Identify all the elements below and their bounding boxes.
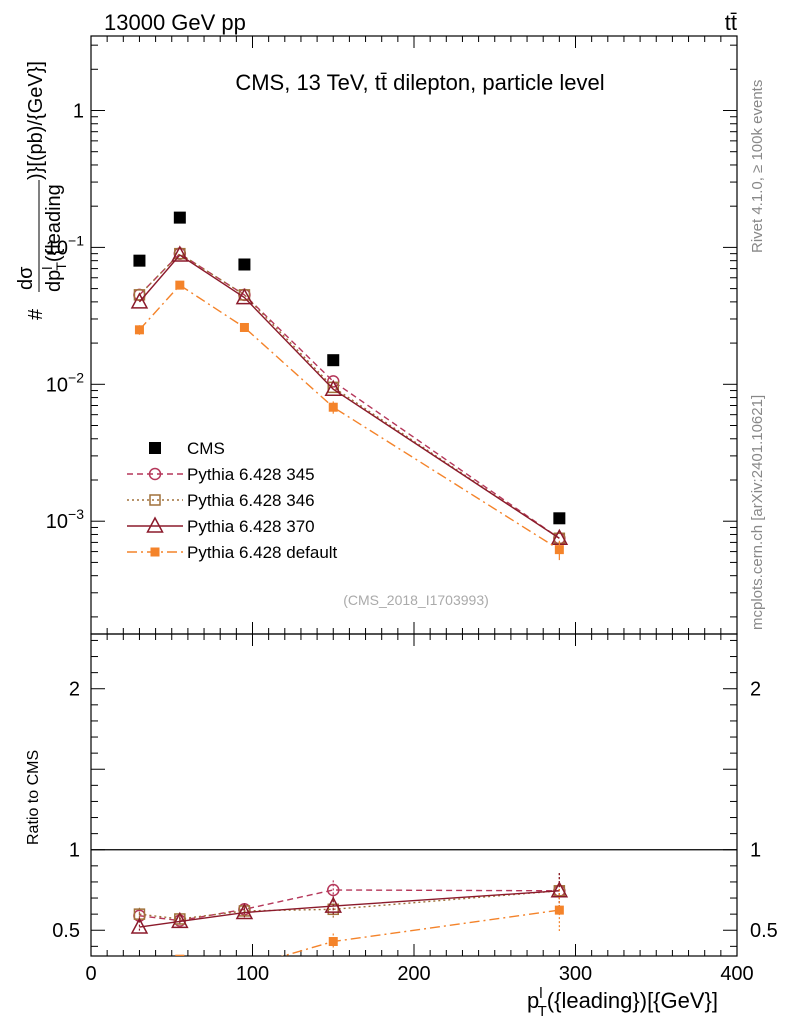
x-tick-label: 400	[720, 963, 753, 985]
series-line	[138, 252, 560, 539]
x-axis-title: pl T({leading})[{GeV}]	[527, 985, 718, 1020]
data-point	[324, 379, 343, 397]
mcplots-source-label: mcplots.cern.ch [arXiv:2401.10621]	[749, 395, 766, 630]
main-y-tick-label: 1	[73, 100, 84, 122]
legend-marker	[148, 467, 162, 481]
svg-text:plT({leading})[{GeV}]: pl T({leading})[{GeV}]	[527, 985, 718, 1020]
main-plot-title: CMS, 13 TeV, tt̄ dilepton, particle leve…	[235, 70, 604, 95]
x-tick-label: 300	[559, 963, 592, 985]
ratio-y-axis-title: Ratio to CMS	[25, 750, 42, 845]
header-process-label: 13000 GeV pp	[104, 10, 246, 35]
ratio-line	[139, 889, 560, 922]
legend-marker	[149, 494, 161, 506]
x-tick-label: 100	[236, 963, 269, 985]
data-point	[171, 245, 189, 262]
legend-entry-pythia-6-428-346: Pythia 6.428 346	[127, 491, 315, 510]
axis-ticks: 0 100 200 300 400 10−3 10−2 10−1 1 0.5 0.5 1 1 2 2	[46, 36, 778, 985]
ratio-line	[280, 909, 560, 956]
data-point	[238, 258, 251, 271]
series-cms	[133, 211, 566, 525]
ratio-pythia-6-428-346	[133, 873, 566, 925]
ratio-point	[328, 937, 338, 947]
ratio-point	[235, 902, 254, 920]
ratio-y-tick-label-right: 0.5	[750, 920, 778, 942]
legend-marker	[150, 547, 160, 557]
y-axis-numerator: dσ	[15, 266, 37, 290]
x-tick-label: 200	[397, 963, 430, 985]
series-line	[138, 254, 560, 539]
legend-entry-pythia-6-428-345: Pythia 6.428 345	[127, 465, 315, 484]
data-point	[173, 211, 186, 224]
series-pythia-6-428-370	[130, 245, 569, 546]
ratio-y-tick-label-right: 1	[750, 840, 761, 862]
main-y-tick-label: 10−2	[46, 369, 84, 396]
header-channel-label: tt̄	[725, 10, 737, 35]
legend-entry-cms: CMS	[149, 439, 225, 458]
ratio-pythia-6-428-default	[135, 889, 564, 983]
ratio-point	[327, 883, 340, 897]
main-y-tick-label: 10−1	[46, 232, 84, 259]
ratio-y-tick-label-left: 2	[69, 679, 80, 701]
ratio-point	[130, 917, 149, 934]
legend-label: Pythia 6.428 default	[187, 543, 338, 562]
ratio-point	[324, 896, 343, 913]
data-point	[235, 287, 254, 305]
data-point	[553, 512, 566, 525]
data-point	[133, 254, 146, 267]
analysis-watermark: (CMS_2018_I1703993)	[343, 592, 489, 608]
y-axis-units: )}[(pb)/{GeV}]	[25, 61, 47, 180]
data-point	[134, 325, 144, 335]
series-line	[138, 284, 560, 551]
ratio-plot-series	[130, 873, 569, 983]
ratio-point	[550, 881, 569, 898]
ratio-y-tick-label-left: 1	[69, 840, 80, 862]
data-point	[328, 402, 338, 412]
ratio-y-tick-label-right: 2	[750, 679, 761, 701]
legend-label: Pythia 6.428 370	[187, 517, 315, 536]
legend: CMS Pythia 6.428 345 Pythia 6.428 346 Pythi…	[127, 439, 338, 562]
data-point	[554, 545, 564, 555]
data-point	[130, 292, 149, 309]
x-tick-label: 0	[85, 963, 96, 985]
legend-label: Pythia 6.428 345	[187, 465, 315, 484]
data-point	[175, 280, 185, 290]
data-point	[327, 375, 340, 388]
main-y-tick-label: 10−3	[46, 506, 84, 533]
y-axis-denominator: dplT({leading	[39, 184, 69, 292]
legend-entry-pythia-6-428-default: Pythia 6.428 default	[127, 543, 338, 562]
ratio-point	[171, 911, 189, 929]
rivet-version-label: Rivet 4.1.0, ≥ 100k events	[749, 80, 766, 253]
legend-entry-pythia-6-428-370: Pythia 6.428 370	[127, 516, 315, 536]
data-point	[133, 289, 146, 301]
ratio-point	[135, 974, 144, 983]
legend-label: CMS	[187, 439, 225, 458]
ratio-line	[139, 890, 560, 928]
legend-marker	[146, 516, 164, 533]
series-pythia-6-428-default	[134, 280, 564, 561]
data-point	[327, 354, 340, 367]
main-plot-series	[130, 211, 569, 561]
legend-marker	[149, 442, 161, 454]
ratio-y-tick-label-left: 0.5	[52, 920, 80, 942]
data-point	[174, 247, 186, 260]
ratio-pythia-6-428-370	[130, 873, 569, 934]
ratio-point	[554, 905, 564, 915]
data-point	[239, 322, 249, 332]
ratio-plot-frame	[90, 633, 738, 957]
legend-label: Pythia 6.428 346	[187, 491, 315, 510]
ratio-point	[175, 954, 185, 956]
y-axis-hash: #	[25, 308, 47, 320]
main-y-axis-title: # dσ dplT({leading )}[(pb)/{GeV}]	[15, 61, 69, 320]
